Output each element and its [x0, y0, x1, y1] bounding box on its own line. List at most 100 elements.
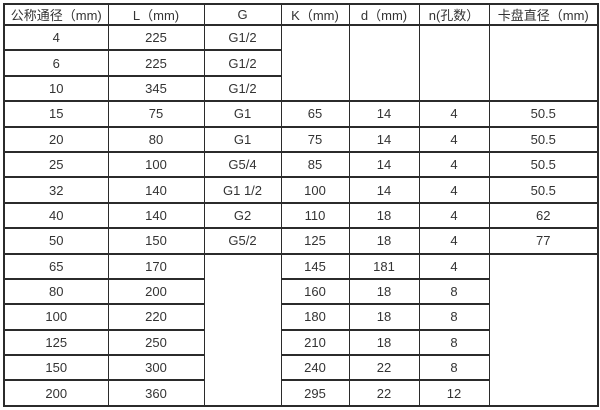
table-row: 32 140 G1 1/2 100 14 4 50.5 — [3, 176, 599, 204]
table-cell: G1/2 — [203, 23, 282, 52]
table-cell: 140 — [107, 201, 205, 230]
table-row: 4 225 G1/2 — [3, 23, 599, 103]
table-cell: 75 — [107, 100, 205, 128]
table-cell: 200 — [3, 379, 109, 407]
table-cell: 62 — [488, 201, 599, 230]
table-cell: 140 — [107, 176, 205, 204]
table-cell: 4 — [418, 125, 490, 153]
table-cell: 25 — [3, 150, 109, 179]
table-cell: 22 — [348, 354, 420, 382]
table-row: 65 170 145 181 4 — [3, 252, 599, 408]
column-header-chuck-diameter: 卡盘直径（mm) — [488, 3, 599, 26]
table-cell: 4 — [418, 252, 490, 280]
table-row: 25 100 G5/4 85 14 4 50.5 — [3, 150, 599, 179]
column-header-n: n(孔数） — [418, 3, 490, 26]
merged-empty-cell-n — [418, 23, 490, 103]
table-cell: 4 — [418, 201, 490, 230]
table-cell: 220 — [107, 303, 205, 331]
table-cell: 77 — [488, 227, 599, 255]
table-row: 200 360 295 22 12 — [3, 379, 598, 407]
table-cell: 50.5 — [488, 176, 599, 204]
table-cell: 295 — [280, 379, 350, 407]
table-cell: 360 — [107, 379, 205, 407]
table-row: 150 300 240 22 8 — [3, 354, 598, 382]
table-row: 6 225 G1/2 — [3, 49, 598, 77]
table-cell: 6 — [3, 49, 109, 77]
table-cell: 4 — [418, 100, 490, 128]
table-cell: 125 — [280, 227, 350, 255]
table-cell: 14 — [348, 125, 420, 153]
table-cell: 170 — [107, 252, 205, 280]
merged-empty-cell-d — [348, 23, 420, 103]
table-cell: 18 — [348, 201, 420, 230]
table-row: 40 140 G2 110 18 4 62 — [3, 201, 599, 230]
table-cell: 65 — [3, 252, 109, 280]
column-header-dn: 公称通径（mm) — [3, 3, 109, 26]
table-cell: 200 — [107, 277, 205, 306]
table-row: 20 80 G1 75 14 4 50.5 — [3, 125, 599, 153]
table-cell: 110 — [280, 201, 350, 230]
table-cell: 4 — [418, 176, 490, 204]
table-cell: G1/2 — [203, 74, 282, 103]
table-cell: 32 — [3, 176, 109, 204]
table-cell: 4 — [3, 23, 109, 52]
merged-empty-cell-chuck — [488, 252, 599, 408]
table-row: 50 150 G5/2 125 18 4 77 — [3, 227, 599, 255]
spec-table: 公称通径（mm) L（mm) G K（mm) d（mm) n(孔数） 卡盘直径（… — [3, 3, 599, 408]
table-cell: 50 — [3, 227, 109, 255]
table-cell: G5/2 — [203, 227, 282, 255]
table-row: 125 250 210 18 8 — [3, 328, 598, 357]
table-cell: 14 — [348, 150, 420, 179]
table-cell: 75 — [280, 125, 350, 153]
column-header-k: K（mm) — [280, 3, 350, 26]
table-cell: 8 — [418, 303, 490, 331]
table-cell: 14 — [348, 100, 420, 128]
table-cell: 50.5 — [488, 125, 599, 153]
table-cell: 18 — [348, 303, 420, 331]
table-cell: 18 — [348, 227, 420, 255]
table-cell: 150 — [3, 354, 109, 382]
table-cell: 15 — [3, 100, 109, 128]
table-cell: 225 — [107, 23, 205, 52]
table-cell: 345 — [107, 74, 205, 103]
table-cell: 85 — [280, 150, 350, 179]
table-row: 100 220 180 18 8 — [3, 303, 598, 331]
table-cell: 22 — [348, 379, 420, 407]
table-cell: G5/4 — [203, 150, 282, 179]
table-cell: 18 — [348, 328, 420, 357]
table-cell: 210 — [280, 328, 350, 357]
table-cell: 145 — [280, 252, 350, 280]
table-cell: 8 — [418, 354, 490, 382]
table-cell: 12 — [418, 379, 490, 407]
merged-empty-cell-k — [280, 23, 350, 103]
table-cell: 4 — [418, 150, 490, 179]
table-cell: 65 — [280, 100, 350, 128]
table-cell: 100 — [280, 176, 350, 204]
table-cell: 40 — [3, 201, 109, 230]
table-cell: 181 — [348, 252, 420, 280]
table-cell: 100 — [107, 150, 205, 179]
table-cell: 50.5 — [488, 150, 599, 179]
table-cell: 225 — [107, 49, 205, 77]
table-row: 15 75 G1 65 14 4 50.5 — [3, 100, 599, 128]
table-cell: G1 1/2 — [203, 176, 282, 204]
table-cell: 250 — [107, 328, 205, 357]
header-row: 公称通径（mm) L（mm) G K（mm) d（mm) n(孔数） 卡盘直径（… — [3, 3, 599, 26]
table-cell: 14 — [348, 176, 420, 204]
table-row: 80 200 160 18 8 — [3, 277, 598, 306]
column-header-g: G — [203, 3, 282, 26]
table-cell: 50.5 — [488, 100, 599, 128]
column-header-l: L（mm) — [107, 3, 205, 26]
merged-empty-cell-g — [203, 252, 282, 408]
table-cell: 4 — [418, 227, 490, 255]
table-cell: 80 — [107, 125, 205, 153]
table-cell: 8 — [418, 328, 490, 357]
table-cell: 300 — [107, 354, 205, 382]
table-cell: G2 — [203, 201, 282, 230]
merged-empty-cell-chuck — [488, 23, 599, 103]
table-cell: 10 — [3, 74, 109, 103]
table-cell: 150 — [107, 227, 205, 255]
table-cell: 125 — [3, 328, 109, 357]
table-cell: 180 — [280, 303, 350, 331]
